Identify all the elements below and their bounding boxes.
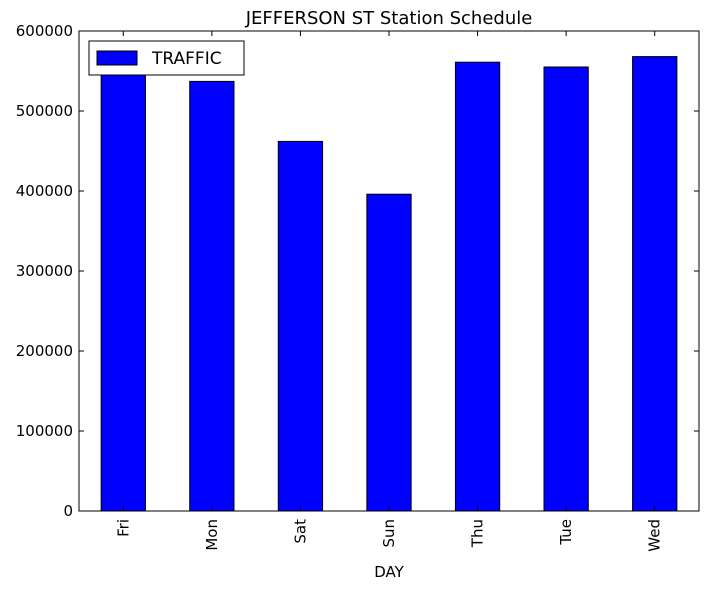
y-axis: 0 100000 200000 300000 400000 500000 600000 bbox=[16, 22, 699, 520]
bar-sat bbox=[277, 140, 324, 512]
x-axis: Fri Mon Sat Sun Thu Tue Wed bbox=[114, 31, 664, 552]
plot-frame bbox=[78, 30, 700, 512]
bar-thu bbox=[454, 61, 501, 512]
chart-title: JEFFERSON ST Station Schedule bbox=[245, 8, 533, 29]
y-tick-label: 400000 bbox=[16, 182, 73, 200]
y-tick-label: 500000 bbox=[16, 102, 73, 120]
x-tick-label-thu: Thu bbox=[469, 519, 487, 548]
x-tick-label-fri: Fri bbox=[114, 519, 132, 537]
x-axis-label: DAY bbox=[374, 563, 404, 581]
y-tick-label: 100000 bbox=[16, 422, 73, 440]
x-tick-label-sun: Sun bbox=[380, 519, 398, 548]
x-tick-label-sat: Sat bbox=[291, 519, 309, 544]
legend: TRAFFIC bbox=[88, 40, 245, 76]
y-tick-label: 200000 bbox=[16, 342, 73, 360]
x-tick-label-tue: Tue bbox=[557, 519, 575, 546]
bars-layer bbox=[100, 56, 678, 512]
legend-swatch bbox=[96, 50, 138, 66]
y-tick-label: 600000 bbox=[16, 22, 73, 40]
bar-fri bbox=[100, 71, 146, 512]
bar-wed bbox=[632, 56, 678, 512]
legend-label: TRAFFIC bbox=[151, 49, 222, 69]
bar-tue bbox=[543, 66, 589, 512]
y-tick-label: 300000 bbox=[16, 262, 73, 280]
y-tick-label: 0 bbox=[63, 502, 73, 520]
x-tick-label-mon: Mon bbox=[203, 519, 221, 551]
x-tick-label-wed: Wed bbox=[646, 519, 664, 552]
bar-mon bbox=[189, 80, 235, 512]
bar-sun bbox=[366, 193, 412, 512]
